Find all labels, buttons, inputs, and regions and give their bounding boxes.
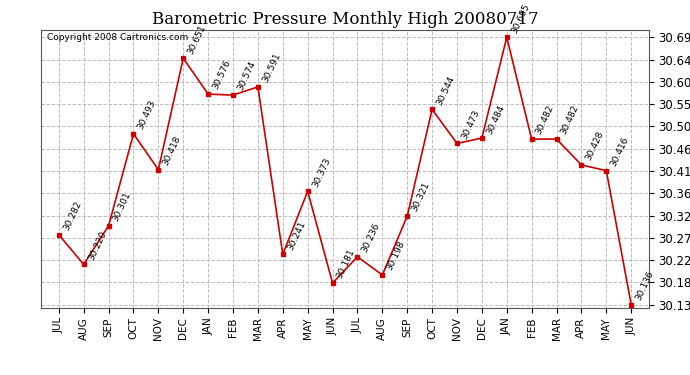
Text: 30.482: 30.482 <box>535 104 556 136</box>
Text: 30.428: 30.428 <box>584 130 606 162</box>
Text: 30.301: 30.301 <box>111 190 133 223</box>
Text: 30.493: 30.493 <box>136 99 158 131</box>
Text: 30.373: 30.373 <box>310 156 332 189</box>
Text: 30.198: 30.198 <box>385 240 406 272</box>
Text: 30.576: 30.576 <box>211 59 233 92</box>
Text: 30.418: 30.418 <box>161 135 183 167</box>
Text: 30.473: 30.473 <box>460 108 481 141</box>
Text: 30.181: 30.181 <box>335 248 357 280</box>
Text: 30.136: 30.136 <box>634 269 656 302</box>
Text: 30.484: 30.484 <box>484 103 506 135</box>
Text: 30.241: 30.241 <box>286 219 307 252</box>
Text: Copyright 2008 Cartronics.com: Copyright 2008 Cartronics.com <box>48 33 189 42</box>
Text: 30.220: 30.220 <box>86 230 108 262</box>
Text: Barometric Pressure Monthly High 20080717: Barometric Pressure Monthly High 2008071… <box>152 11 538 28</box>
Text: 30.416: 30.416 <box>609 135 631 168</box>
Text: 30.651: 30.651 <box>186 23 208 56</box>
Text: 30.591: 30.591 <box>261 52 282 84</box>
Text: 30.282: 30.282 <box>61 200 83 232</box>
Text: 30.574: 30.574 <box>236 60 257 92</box>
Text: 30.544: 30.544 <box>435 74 456 106</box>
Text: 30.695: 30.695 <box>509 2 531 34</box>
Text: 30.482: 30.482 <box>560 104 581 136</box>
Text: 30.321: 30.321 <box>410 181 431 213</box>
Text: 30.236: 30.236 <box>360 222 382 254</box>
